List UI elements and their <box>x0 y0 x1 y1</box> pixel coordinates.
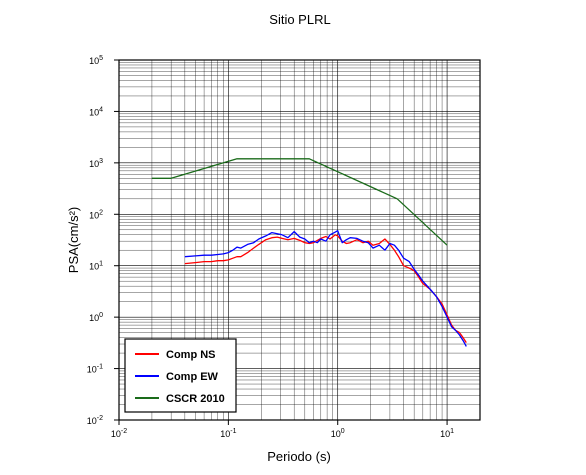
x-tick-label: 101 <box>440 428 454 439</box>
tick-layer: 10-2 10-1 100 101 10-2 10-1 100 101 102 103 104 105 <box>87 55 454 439</box>
y-tick-label: 105 <box>89 55 103 66</box>
y-tick-label: 104 <box>89 106 103 117</box>
y-tick-label: 101 <box>89 261 103 272</box>
series-line-1 <box>184 230 467 347</box>
y-tick-label: 103 <box>89 158 103 169</box>
y-tick-label: 100 <box>89 312 103 323</box>
y-tick-label: 10-1 <box>87 364 103 375</box>
x-tick-label: 10-2 <box>111 428 127 439</box>
legend-label: Comp NS <box>166 349 216 361</box>
chart-title: Sitio PLRL <box>269 12 330 27</box>
x-tick-label: 100 <box>331 428 345 439</box>
y-tick-label: 102 <box>89 209 103 220</box>
legend: Comp NS Comp EW CSCR 2010 <box>124 338 237 413</box>
x-tick-label: 10-1 <box>220 428 236 439</box>
legend-label: Comp EW <box>166 371 219 383</box>
legend-label: CSCR 2010 <box>166 393 225 405</box>
series-layer <box>151 158 467 347</box>
y-tick-label: 10-2 <box>87 415 103 426</box>
series-line-0 <box>184 234 467 343</box>
series-line-2 <box>151 158 448 246</box>
plot-frame <box>118 59 481 421</box>
grid-layer <box>118 59 481 421</box>
y-axis-title: PSA(cm/s²) <box>66 207 81 273</box>
x-axis-title: Periodo (s) <box>267 449 331 464</box>
